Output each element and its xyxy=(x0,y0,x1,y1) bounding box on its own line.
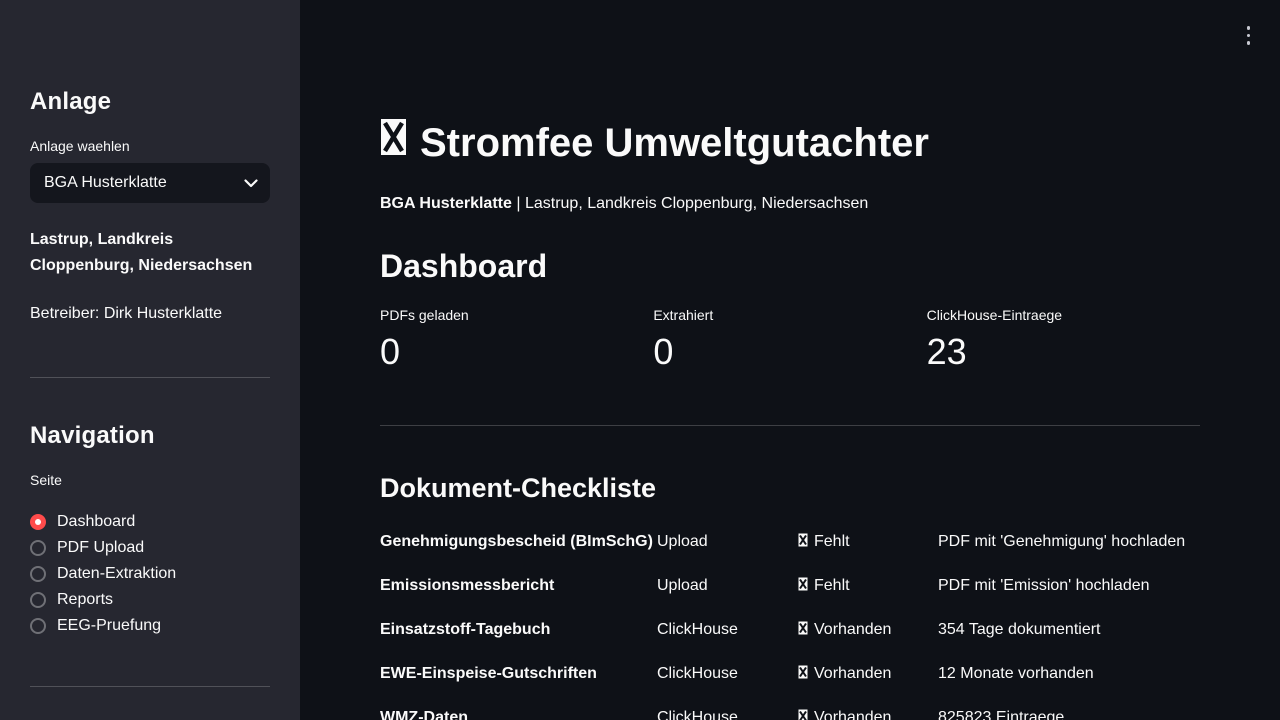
metric-clickhouse-eintraege: ClickHouse-Eintraege 23 xyxy=(927,307,1200,372)
radio-icon xyxy=(30,618,46,634)
sidebar-divider xyxy=(30,377,270,378)
doc-status-text: Vorhanden xyxy=(814,621,892,638)
page-title: Stromfee Umweltgutachter xyxy=(380,118,1200,167)
missing-glyph-icon xyxy=(798,621,808,639)
doc-status: Vorhanden xyxy=(798,665,938,683)
radio-icon xyxy=(30,514,46,530)
missing-glyph-icon xyxy=(798,577,808,595)
missing-glyph-icon xyxy=(798,665,808,683)
doc-detail: 354 Tage dokumentiert xyxy=(938,621,1101,638)
doc-status: Fehlt xyxy=(798,577,938,595)
doc-source: ClickHouse xyxy=(657,665,738,682)
doc-name: EWE-Einspeise-Gutschriften xyxy=(380,665,597,682)
missing-glyph-icon xyxy=(380,118,407,167)
radio-icon xyxy=(30,566,46,582)
sidebar-divider xyxy=(30,686,270,687)
doc-name: Emissionsmessbericht xyxy=(380,577,555,594)
plant-subtitle: BGA Husterklatte | Lastrup, Landkreis Cl… xyxy=(380,191,1200,217)
metric-value: 0 xyxy=(653,331,674,372)
plant-location-text: Lastrup, Landkreis Cloppenburg, Niedersa… xyxy=(30,231,253,274)
metric-pdfs-geladen: PDFs geladen 0 xyxy=(380,307,653,372)
checklist-heading: Dokument-Checkliste xyxy=(380,473,657,503)
sidebar-item-pdf-upload[interactable]: PDF Upload xyxy=(30,539,270,556)
nav-item-label: PDF Upload xyxy=(57,539,145,556)
metric-value: 23 xyxy=(926,331,967,372)
doc-detail: PDF mit 'Emission' hochladen xyxy=(938,577,1150,594)
sidebar-nav-title: Navigation xyxy=(30,422,155,449)
doc-name: Genehmigungsbescheid (BImSchG) xyxy=(380,533,653,550)
doc-status: Vorhanden xyxy=(798,621,938,639)
chevron-down-icon xyxy=(244,178,258,188)
doc-status: Fehlt xyxy=(798,533,938,551)
sidebar-item-reports[interactable]: Reports xyxy=(30,591,270,608)
doc-status-text: Vorhanden xyxy=(814,709,892,720)
doc-status-text: Fehlt xyxy=(814,577,850,594)
doc-name: Einsatzstoff-Tagebuch xyxy=(380,621,551,638)
doc-status: Vorhanden xyxy=(798,709,938,720)
nav-item-label: Daten-Extraktion xyxy=(57,565,177,582)
doc-detail: 825823 Eintraege xyxy=(938,709,1065,720)
sidebar-item-eeg-pruefung[interactable]: EEG-Pruefung xyxy=(30,617,270,634)
doc-name: WMZ-Daten xyxy=(380,709,468,720)
radio-icon xyxy=(30,592,46,608)
kebab-menu-button[interactable] xyxy=(1243,22,1255,49)
metric-label: PDFs geladen xyxy=(380,307,469,323)
nav-item-label: Dashboard xyxy=(57,513,136,530)
page-radio-group: Dashboard PDF Upload Daten-Extraktion Re… xyxy=(30,513,270,634)
radio-icon xyxy=(30,540,46,556)
doc-source: Upload xyxy=(657,577,708,594)
sidebar-section-title: Anlage xyxy=(30,88,112,115)
sidebar-item-daten-extraktion[interactable]: Daten-Extraktion xyxy=(30,565,270,582)
plant-name: BGA Husterklatte xyxy=(380,195,512,212)
operator-text: Betreiber: Dirk Husterklatte xyxy=(30,305,223,322)
missing-glyph-icon xyxy=(798,533,808,551)
page-title-text: Stromfee Umweltgutachter xyxy=(420,120,929,165)
nav-item-label: EEG-Pruefung xyxy=(57,617,162,634)
metric-label: ClickHouse-Eintraege xyxy=(926,307,1063,323)
metric-value: 0 xyxy=(380,331,401,372)
main-content: Stromfee Umweltgutachter BGA Husterklatt… xyxy=(300,0,1280,720)
doc-status-text: Fehlt xyxy=(814,533,850,550)
doc-detail: 12 Monate vorhanden xyxy=(938,665,1094,682)
nav-item-label: Reports xyxy=(57,591,114,608)
content-divider xyxy=(380,425,1200,426)
metrics-row: PDFs geladen 0 Extrahiert 0 ClickHouse-E… xyxy=(380,307,1200,372)
sidebar: Anlage Anlage waehlen BGA Husterklatte L… xyxy=(0,0,300,720)
doc-status-text: Vorhanden xyxy=(814,665,892,682)
doc-source: ClickHouse xyxy=(657,709,738,720)
anlage-select-value: BGA Husterklatte xyxy=(44,174,167,191)
dashboard-heading: Dashboard xyxy=(380,248,548,284)
missing-glyph-icon xyxy=(798,709,808,720)
metric-label: Extrahiert xyxy=(653,307,714,323)
doc-source: ClickHouse xyxy=(657,621,738,638)
metric-extrahiert: Extrahiert 0 xyxy=(653,307,926,372)
nav-group-label: Seite xyxy=(30,472,62,488)
doc-detail: PDF mit 'Genehmigung' hochladen xyxy=(938,533,1186,550)
sidebar-item-dashboard[interactable]: Dashboard xyxy=(30,513,270,530)
anlage-select[interactable]: BGA Husterklatte xyxy=(30,163,270,203)
doc-source: Upload xyxy=(657,533,708,550)
anlage-select-label: Anlage waehlen xyxy=(30,138,130,154)
plant-location: | Lastrup, Landkreis Cloppenburg, Nieder… xyxy=(516,195,869,212)
document-checklist: Genehmigungsbescheid (BImSchG) Upload Fe… xyxy=(380,533,1200,720)
